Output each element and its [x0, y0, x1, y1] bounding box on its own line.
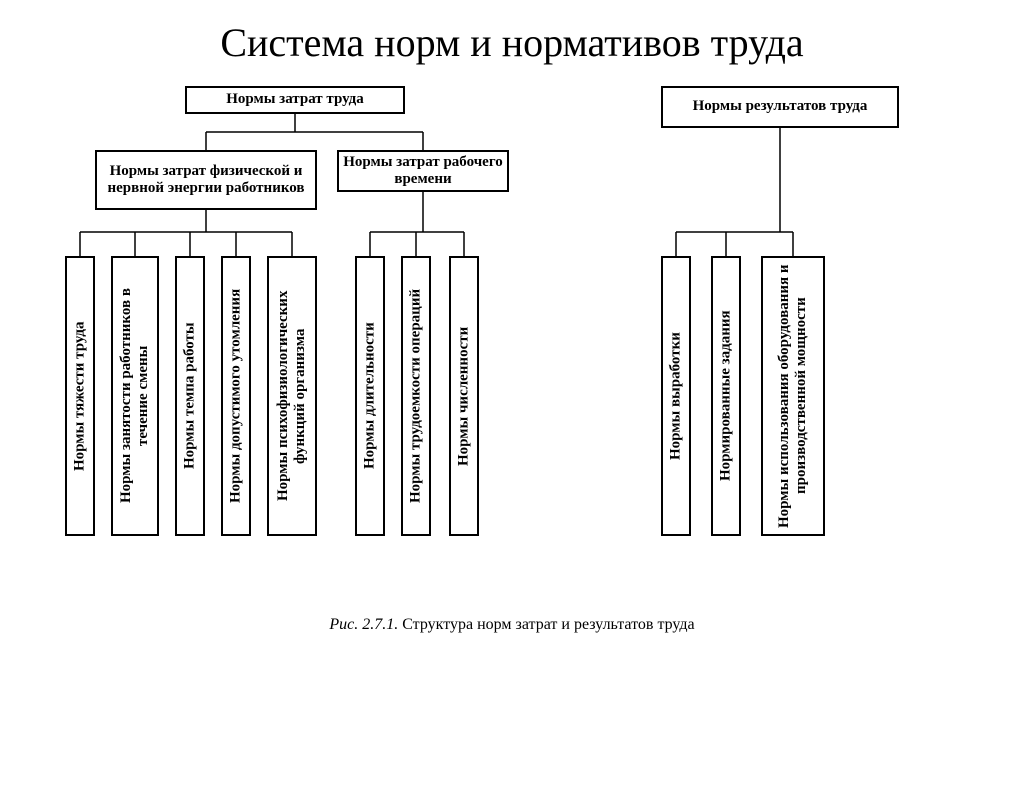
leaf-duration: Нормы длительности [355, 256, 385, 536]
leaf-equipment-use: Нормы использования оборудования и произ… [761, 256, 825, 536]
leaf-headcount: Нормы численности [449, 256, 479, 536]
page-title: Система норм и нормативов труда [0, 20, 1024, 66]
leaf-tasks: Нормированные задания [711, 256, 741, 536]
caption-text: Структура норм затрат и результатов труд… [402, 616, 694, 633]
figure-caption: Рис. 2.7.1. Структура норм затрат и резу… [0, 616, 1024, 634]
leaf-laboriousness: Нормы трудоемкости операций [401, 256, 431, 536]
leaf-output: Нормы выработки [661, 256, 691, 536]
leaf-occupancy: Нормы занятости работников в течение сме… [111, 256, 159, 536]
org-chart: Нормы затрат труда Нормы результатов тру… [65, 86, 984, 606]
node-working-time: Нормы затрат рабочего времени [337, 150, 509, 192]
caption-label: Рис. 2.7.1. [329, 616, 398, 633]
leaf-severity: Нормы тяжести труда [65, 256, 95, 536]
leaf-tempo: Нормы темпа работы [175, 256, 205, 536]
leaf-fatigue: Нормы допустимого утомления [221, 256, 251, 536]
node-physical-energy: Нормы затрат физической и нервной энерги… [95, 150, 317, 210]
leaf-psychophys: Нормы психофизиологических функций орган… [267, 256, 317, 536]
node-root-costs: Нормы затрат труда [185, 86, 405, 114]
node-root-results: Нормы результатов труда [661, 86, 899, 128]
